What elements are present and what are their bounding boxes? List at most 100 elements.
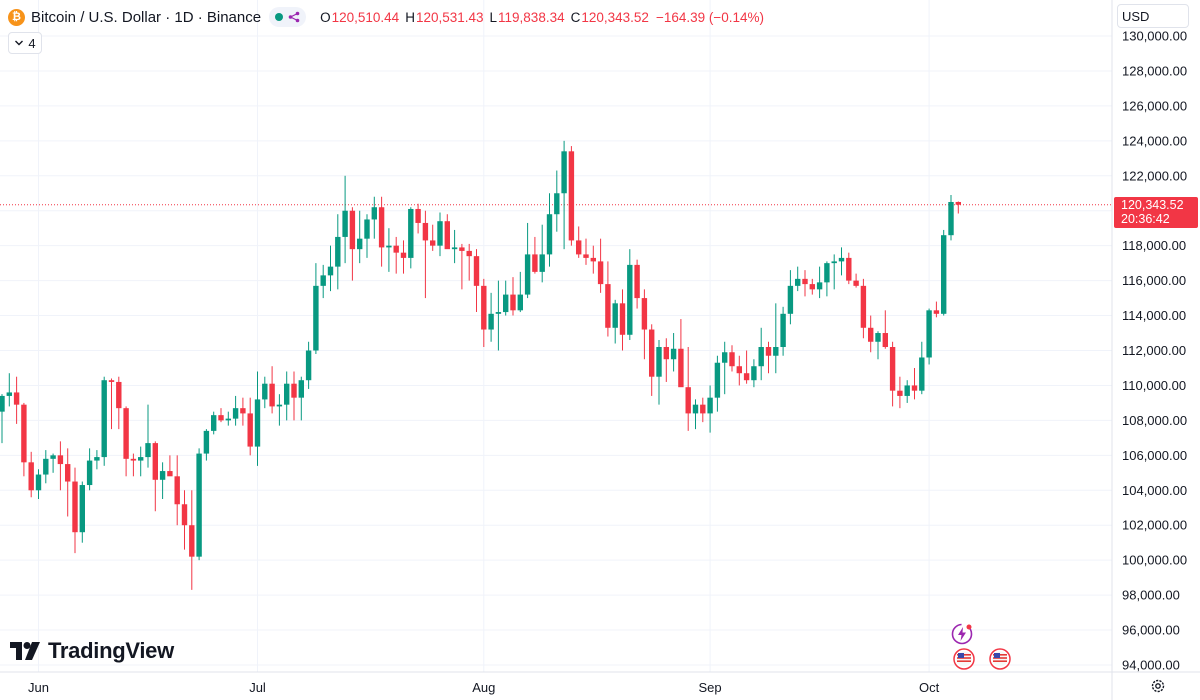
- candle: [393, 236, 399, 274]
- candle-body: [473, 256, 480, 286]
- candle-body: [400, 252, 407, 258]
- candle-body: [444, 221, 450, 250]
- price-tick-label: 126,000.00: [1122, 98, 1187, 113]
- candle-body: [247, 413, 253, 447]
- candle: [342, 175, 348, 264]
- candle: [130, 453, 137, 477]
- candle: [444, 214, 450, 250]
- candle-body: [488, 313, 494, 330]
- candle: [780, 306, 786, 356]
- candle-body: [291, 383, 297, 398]
- candle-body: [685, 387, 691, 414]
- candle-body: [211, 415, 217, 431]
- high-label: H: [405, 9, 415, 25]
- currency-selector[interactable]: USD: [1117, 4, 1189, 28]
- time-tick-label: Aug: [472, 680, 495, 695]
- candle-body: [948, 201, 954, 236]
- candle-body: [481, 285, 487, 330]
- candle: [846, 252, 852, 285]
- market-status-pill[interactable]: [269, 7, 307, 27]
- candle: [167, 455, 173, 477]
- candle: [218, 408, 224, 423]
- candle-body: [262, 383, 268, 400]
- candle: [919, 341, 925, 395]
- candle: [809, 278, 815, 295]
- candle: [597, 238, 604, 293]
- price-tick-label: 94,000.00: [1122, 658, 1180, 673]
- candle: [35, 469, 42, 500]
- candle-body: [167, 471, 173, 477]
- candle-body: [108, 380, 115, 382]
- candle-body: [882, 333, 888, 348]
- candle-body: [758, 347, 764, 367]
- candle-body: [152, 443, 158, 480]
- candle: [123, 406, 129, 477]
- price-tick-label: 104,000.00: [1122, 483, 1187, 498]
- low-label: L: [489, 9, 498, 25]
- candle-body: [276, 404, 283, 407]
- candle-body: [590, 257, 596, 262]
- symbol-title[interactable]: Bitcoin / U.S. Dollar · 1D · Binance: [31, 8, 262, 26]
- candle: [751, 359, 757, 388]
- close-value: 120,343.52: [581, 9, 649, 25]
- candle: [43, 450, 49, 484]
- candle: [612, 299, 618, 344]
- candle: [795, 266, 801, 292]
- candle: [79, 481, 85, 543]
- candle: [86, 448, 93, 491]
- candle: [203, 429, 210, 461]
- candle-body: [853, 280, 859, 286]
- lightning-event-icon[interactable]: [951, 623, 973, 645]
- candle: [276, 394, 283, 426]
- candle: [378, 196, 385, 267]
- candle-body: [707, 397, 713, 414]
- price-tick-label: 106,000.00: [1122, 448, 1187, 463]
- candle-body: [554, 193, 560, 215]
- candle-body: [430, 240, 436, 246]
- candle-body: [576, 240, 582, 255]
- candle-body: [138, 457, 144, 461]
- candle: [335, 214, 341, 290]
- price-tick-label: 116,000.00: [1122, 273, 1186, 288]
- candle: [576, 226, 582, 258]
- candle-body: [765, 347, 772, 356]
- candle-body: [897, 390, 903, 396]
- candle: [189, 490, 195, 590]
- candle-body: [736, 366, 742, 374]
- candle-body: [349, 210, 356, 250]
- candle: [298, 376, 304, 421]
- us-flag-event-icon-2[interactable]: [989, 648, 1011, 670]
- candle-body: [284, 383, 290, 405]
- candle: [948, 194, 954, 241]
- candle: [729, 345, 735, 372]
- share-icon: [288, 11, 300, 23]
- tradingview-logo[interactable]: TradingView: [10, 638, 174, 664]
- candle: [247, 397, 253, 456]
- candle-body: [641, 298, 648, 330]
- candle-body: [670, 348, 677, 360]
- last-price-value: 120,343.52: [1121, 198, 1184, 212]
- us-flag-event-icon[interactable]: [953, 648, 975, 670]
- candle-body: [86, 460, 93, 486]
- candle-body: [335, 236, 341, 267]
- candle-body: [57, 455, 64, 465]
- candle: [554, 170, 560, 232]
- candle-body: [831, 261, 837, 264]
- candle: [510, 277, 516, 316]
- candle-body: [860, 285, 867, 328]
- candle: [663, 338, 669, 382]
- candle-body: [773, 347, 779, 356]
- candle: [889, 341, 896, 407]
- candle-body: [714, 362, 721, 398]
- candle: [955, 201, 961, 214]
- candle-body: [546, 214, 553, 255]
- candle: [291, 371, 297, 421]
- candle: [524, 222, 531, 299]
- candle: [225, 411, 231, 426]
- gear-icon[interactable]: [1150, 678, 1166, 694]
- candle: [174, 455, 180, 526]
- candle: [473, 249, 480, 313]
- indicators-toggle-button[interactable]: 4: [8, 32, 42, 54]
- candle-body: [378, 207, 385, 248]
